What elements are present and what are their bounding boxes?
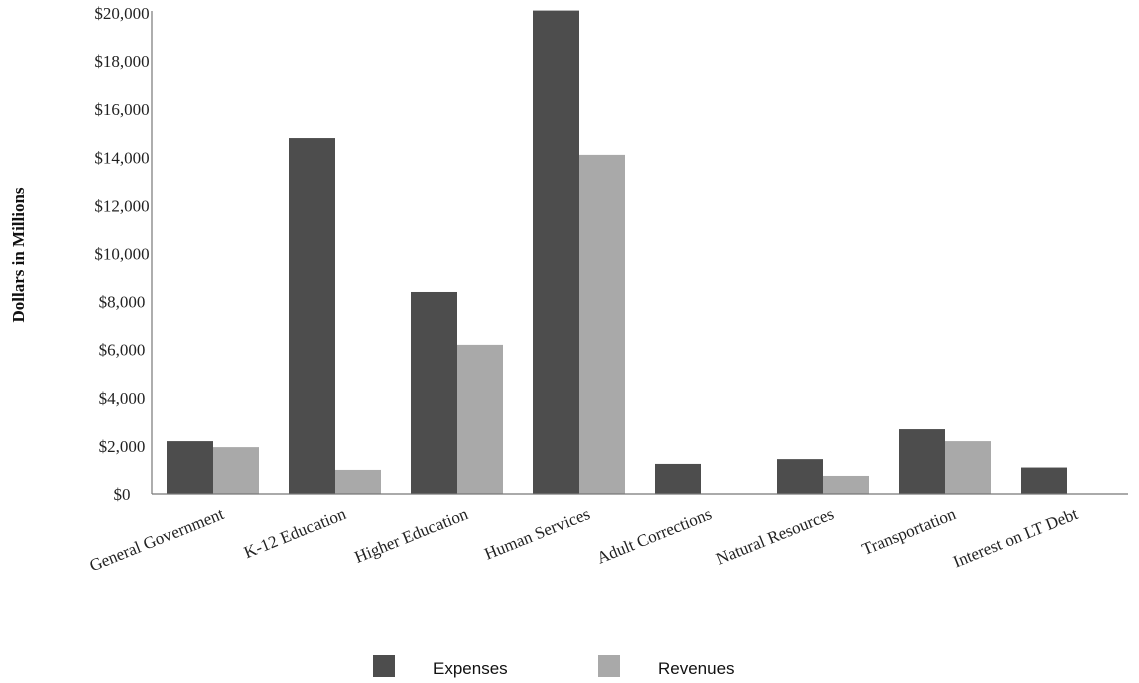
bar-expenses <box>167 441 213 494</box>
y-tick-label: $16,000 <box>94 100 149 119</box>
legend-label-revenues: Revenues <box>658 659 735 678</box>
bar-expenses <box>899 429 945 494</box>
y-tick-label: $18,000 <box>94 52 149 71</box>
legend: Expenses Revenues <box>373 655 735 678</box>
bars <box>167 10 1067 494</box>
x-category-label: Transportation <box>859 504 959 559</box>
x-category-label: Natural Resources <box>713 504 836 568</box>
y-tick-label: $14,000 <box>94 148 149 167</box>
bar-expenses <box>411 291 457 494</box>
y-tick-label: $10,000 <box>94 245 149 264</box>
y-tick-label: $0 <box>114 485 131 504</box>
x-category-label: Human Services <box>482 504 593 564</box>
y-tick-label: $8,000 <box>99 293 146 312</box>
y-tick-label: $12,000 <box>94 196 149 215</box>
y-axis-label: Dollars in Millions <box>9 187 28 322</box>
y-tick-label: $20,000 <box>94 4 149 23</box>
legend-swatch-revenues <box>598 655 620 677</box>
x-category-label: Higher Education <box>352 504 471 567</box>
bar-revenues <box>945 441 991 494</box>
bar-revenues <box>213 447 259 494</box>
x-axis-category-labels: General Government K-12 Education Higher E… <box>87 504 1081 575</box>
x-category-label: K-12 Education <box>241 504 349 562</box>
bar-expenses <box>777 459 823 494</box>
x-category-label: Adult Corrections <box>594 504 715 567</box>
y-tick-label: $4,000 <box>99 389 146 408</box>
y-axis-ticks: $0 $2,000 $4,000 $6,000 $8,000 $10,000 $12,000… <box>94 4 149 504</box>
bar-expenses <box>289 138 335 494</box>
y-tick-label: $6,000 <box>99 341 146 360</box>
bar-expenses <box>1021 467 1067 494</box>
x-category-label: General Government <box>87 504 227 575</box>
bar-expenses <box>533 10 579 494</box>
y-tick-label: $2,000 <box>99 437 146 456</box>
bar-revenues <box>457 344 503 494</box>
bar-revenues <box>823 475 869 494</box>
legend-swatch-expenses <box>373 655 395 677</box>
legend-label-expenses: Expenses <box>433 659 508 678</box>
bar-expenses <box>655 463 701 494</box>
x-category-label: Interest on LT Debt <box>950 504 1080 571</box>
bar-revenues <box>335 469 381 494</box>
bar-revenues <box>579 154 625 494</box>
